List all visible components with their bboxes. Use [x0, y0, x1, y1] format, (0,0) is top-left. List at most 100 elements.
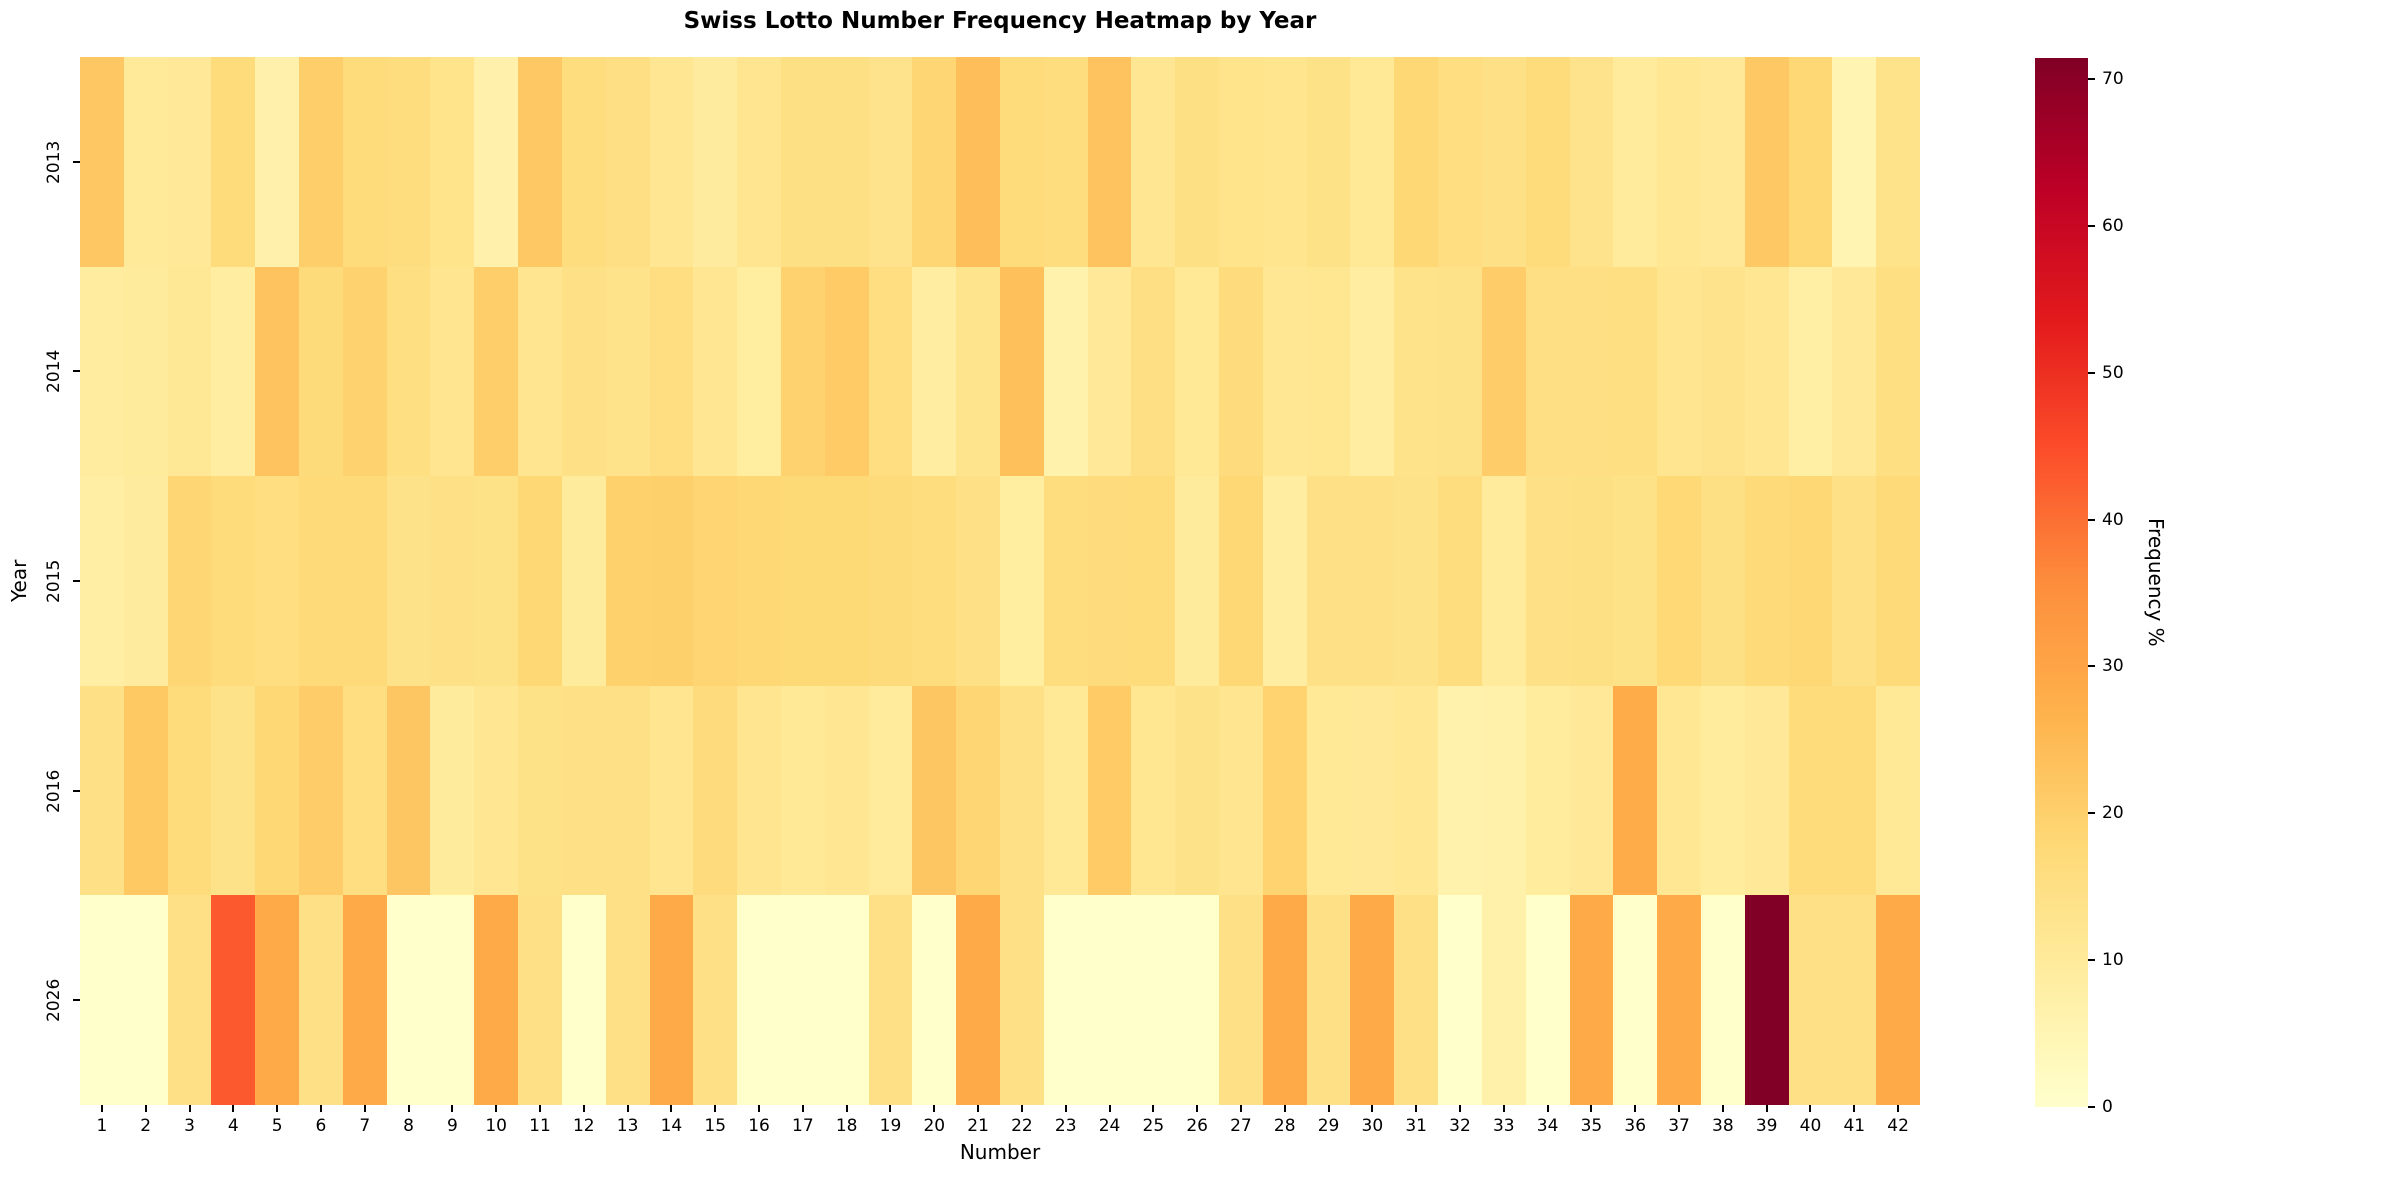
heatmap-cell	[737, 57, 781, 267]
heatmap-cell	[1481, 895, 1526, 1105]
heatmap-cell	[299, 266, 343, 477]
heatmap-cell	[123, 685, 168, 896]
tick-mark	[933, 1105, 936, 1112]
heatmap-cell	[824, 476, 869, 686]
heatmap-cell	[780, 685, 825, 896]
heatmap-cell	[255, 476, 300, 686]
heatmap-cell	[1131, 57, 1176, 267]
heatmap-cell	[342, 57, 387, 267]
heatmap-cell	[1219, 57, 1263, 267]
x-tick-label: 19	[879, 1116, 902, 1136]
heatmap-cell	[474, 476, 519, 686]
heatmap-cell	[1700, 895, 1745, 1105]
heatmap-cell	[430, 476, 475, 686]
heatmap-cell	[167, 685, 212, 896]
colorbar-tick-mark	[2088, 1106, 2095, 1108]
heatmap-cell	[386, 476, 431, 686]
heatmap-cell	[518, 57, 562, 267]
heatmap-cell	[1350, 57, 1395, 267]
heatmap-cell	[1000, 685, 1044, 896]
colorbar-tick-mark	[2088, 518, 2095, 521]
heatmap-cell	[430, 57, 475, 267]
colorbar-tick-mark	[2088, 959, 2095, 962]
x-tick-label: 32	[1449, 1116, 1471, 1136]
colorbar-tick-label: 20	[2102, 803, 2124, 824]
heatmap-cell	[649, 57, 694, 267]
heatmap-cell	[912, 266, 957, 477]
heatmap-cell	[1175, 266, 1220, 477]
heatmap-cell	[430, 685, 475, 896]
heatmap-cell	[693, 476, 738, 686]
tick-mark	[758, 1105, 761, 1112]
colorbar-tick-mark	[2088, 224, 2095, 227]
heatmap-cell	[518, 266, 562, 477]
heatmap-cell	[605, 476, 650, 686]
heatmap-cell	[123, 57, 168, 267]
heatmap-cell	[518, 895, 562, 1105]
heatmap-cell	[1613, 266, 1658, 477]
heatmap-cell	[474, 895, 519, 1105]
tick-mark	[1020, 1105, 1023, 1112]
heatmap-cell	[123, 476, 168, 686]
heatmap-cell	[824, 57, 869, 267]
x-tick-label: 26	[1186, 1116, 1208, 1136]
heatmap-cell	[780, 476, 825, 686]
heatmap-cell	[1087, 685, 1132, 896]
heatmap-cell	[1657, 57, 1701, 267]
heatmap-cell	[255, 895, 300, 1105]
heatmap-cell	[693, 685, 738, 896]
x-tick-label: 39	[1755, 1116, 1778, 1136]
heatmap-cell	[824, 685, 869, 896]
colorbar-tick-mark	[2088, 371, 2095, 374]
heatmap-cell	[1569, 895, 1614, 1105]
heatmap-cell	[605, 266, 650, 477]
heatmap-cell	[255, 685, 300, 896]
heatmap-cell	[1043, 685, 1088, 896]
heatmap-cell	[167, 895, 212, 1105]
tick-mark	[1327, 1105, 1330, 1112]
colorbar-tick-mark	[2088, 812, 2095, 815]
heatmap-cell	[605, 685, 650, 896]
heatmap-cell	[693, 895, 738, 1105]
heatmap-cell	[255, 266, 300, 477]
colorbar-tick-label: 10	[2102, 950, 2124, 971]
x-tick-label: 12	[572, 1116, 595, 1136]
tick-mark	[845, 1105, 848, 1112]
heatmap-cell	[1876, 895, 1920, 1105]
heatmap-cell	[1876, 476, 1920, 686]
heatmap-cell	[474, 266, 519, 477]
colorbar-tick-label: 60	[2102, 215, 2124, 236]
heatmap-cell	[1350, 476, 1395, 686]
heatmap-cell	[1262, 685, 1307, 896]
x-tick-label: 34	[1536, 1116, 1559, 1136]
heatmap-cell	[1832, 57, 1877, 267]
tick-mark	[1897, 1105, 1900, 1112]
x-tick-label: 28	[1273, 1116, 1296, 1136]
heatmap-cell	[299, 476, 343, 686]
heatmap-cell	[1613, 57, 1658, 267]
heatmap-cell	[1657, 895, 1701, 1105]
heatmap-cell	[737, 895, 781, 1105]
tick-mark	[451, 1105, 454, 1112]
tick-mark	[1546, 1105, 1549, 1112]
heatmap-cell	[1876, 57, 1920, 267]
heatmap-cell	[956, 57, 1000, 267]
heatmap-cell	[1306, 476, 1351, 686]
tick-mark	[73, 999, 80, 1002]
heatmap-cell	[299, 685, 343, 896]
heatmap-cell	[912, 57, 957, 267]
heatmap-cell	[1481, 57, 1526, 267]
x-tick-label: 40	[1799, 1116, 1822, 1136]
heatmap-cell	[737, 266, 781, 477]
heatmap-cell	[1350, 895, 1395, 1105]
heatmap-cell	[342, 685, 387, 896]
heatmap-cell	[1306, 685, 1351, 896]
heatmap-cell	[1306, 57, 1351, 267]
heatmap-cell	[956, 476, 1000, 686]
heatmap-cell	[1832, 895, 1877, 1105]
heatmap-cell	[1219, 266, 1263, 477]
tick-mark	[1765, 1105, 1768, 1112]
tick-mark	[1853, 1105, 1856, 1112]
heatmap-cell	[605, 895, 650, 1105]
x-tick-label: 2	[140, 1116, 152, 1136]
